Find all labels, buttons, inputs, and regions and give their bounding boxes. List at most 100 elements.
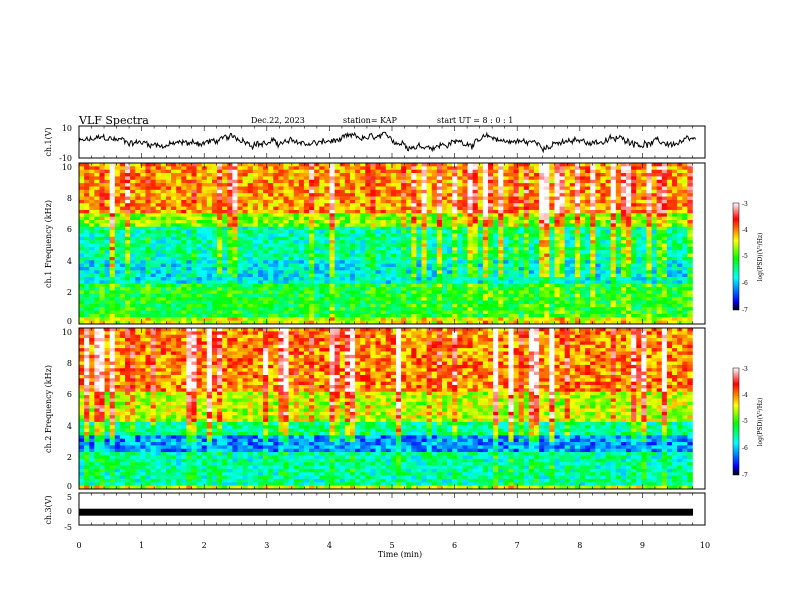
spectrogram-cell (580, 236, 586, 241)
spectrogram-cell (544, 216, 550, 221)
spectrogram-cell (242, 266, 248, 271)
spectrogram-cell (370, 293, 376, 298)
spectrogram-cell (528, 216, 535, 221)
spectrogram-cell (145, 169, 151, 174)
spectrogram-cell (232, 209, 238, 214)
spectrogram-cell (186, 297, 192, 301)
spectrogram-cell (447, 297, 453, 301)
spectrogram-cell (288, 203, 295, 207)
spectrogram-cell (615, 173, 622, 177)
spectrogram-cell (79, 263, 85, 268)
spectrogram-cell (426, 183, 433, 187)
spectrogram-cell (631, 206, 637, 211)
spectrogram-cell (191, 166, 197, 170)
spectrogram-cell (467, 297, 473, 301)
spectrogram-cell (114, 240, 121, 244)
spectrogram-cell (436, 216, 443, 221)
spectrogram-cell (605, 280, 611, 285)
spectrogram-cell (257, 166, 264, 170)
spectrogram-cell (293, 270, 300, 274)
spectrogram-cell (503, 216, 509, 221)
spectrogram-cell (355, 203, 361, 207)
spectrogram-cell (334, 176, 341, 181)
spectrogram-cell (329, 256, 335, 261)
spectrogram-cell (626, 189, 632, 194)
spectrogram-cell (672, 236, 678, 241)
spectrogram-cell (503, 266, 509, 271)
spectrogram-cell (278, 166, 284, 170)
spectrogram-cell (370, 273, 376, 278)
spectrogram-cell (631, 196, 637, 201)
spectrogram-cell (334, 277, 341, 281)
spectrogram-cell (682, 196, 688, 201)
spectrogram-cell (615, 223, 622, 228)
spectrogram-cell (569, 193, 576, 197)
spectrogram-cell (196, 203, 202, 207)
spectrogram-cell (615, 236, 622, 241)
spectrogram-cell (401, 226, 407, 231)
spectrogram-cell (94, 186, 100, 191)
spectrogram-cell (421, 266, 427, 271)
spectrogram-cell (487, 166, 494, 170)
spectrogram-cell (544, 163, 550, 167)
spectrogram-cell (631, 233, 637, 238)
spectrogram-cell (273, 253, 279, 258)
spectrogram-cell (211, 169, 218, 174)
spectrogram-cell (191, 297, 197, 301)
spectrogram-cell (528, 293, 535, 298)
spectrogram-cell (411, 203, 417, 207)
spectrogram-cell (119, 166, 126, 170)
spectrogram-cell (441, 213, 448, 217)
spectrogram-cell (303, 209, 310, 214)
spectrogram-cell (89, 209, 95, 214)
spectrogram-cell (513, 243, 519, 248)
spectrogram-cell (441, 186, 448, 191)
spectrogram-cell (462, 166, 468, 170)
spectrogram-cell (544, 176, 550, 181)
spectrogram-cell (457, 246, 463, 251)
spectrogram-cell (487, 253, 494, 258)
spectrogram-cell (339, 176, 346, 181)
spectrogram-cell (493, 250, 499, 254)
spectrogram-cell (329, 206, 335, 211)
spectrogram-cell (314, 250, 320, 254)
spectrogram-cell (590, 280, 596, 285)
spectrogram-cell (79, 273, 85, 278)
spectrogram-cell (539, 256, 545, 261)
spectrogram-cell (309, 233, 315, 238)
spectrogram-cell (109, 236, 116, 241)
spectrogram-cell (125, 240, 131, 244)
spectrogram-cell (467, 236, 473, 241)
spectrogram-cell (411, 233, 417, 238)
spectrogram-cell (324, 290, 330, 295)
spectrogram-cell (441, 169, 448, 174)
spectrogram-cell (135, 290, 141, 295)
spectrogram-cell (554, 290, 560, 295)
spectrogram-cell (462, 250, 468, 254)
spectrogram-cell (324, 206, 330, 211)
spectrogram-cell (99, 250, 105, 254)
spectrogram-cell (222, 196, 228, 201)
spectrogram-cell (620, 173, 627, 177)
spectrogram-cell (600, 193, 606, 197)
spectrogram-cell (309, 260, 315, 264)
spectrogram-cell (339, 277, 346, 281)
spectrogram-cell (273, 209, 279, 214)
spectrogram-cell (687, 270, 693, 274)
spectrogram-cell (298, 223, 305, 228)
spectrogram-cell (150, 290, 156, 295)
spectrogram-cell (94, 253, 100, 258)
spectrogram-cell (104, 256, 110, 261)
spectrogram-cell (544, 256, 550, 261)
spectrogram-cell (349, 297, 356, 301)
spectrogram-cell (125, 209, 131, 214)
spectrogram-cell (84, 220, 90, 224)
spectrogram-cell (293, 216, 300, 221)
spectrogram-cell (482, 233, 489, 238)
spectrogram-cell (217, 266, 223, 271)
spectrogram-cell (135, 193, 141, 197)
spectrogram-cell (498, 230, 504, 234)
spectrogram-cell (569, 173, 576, 177)
spectrogram-cell (539, 163, 545, 167)
spectrogram-cell (426, 246, 433, 251)
